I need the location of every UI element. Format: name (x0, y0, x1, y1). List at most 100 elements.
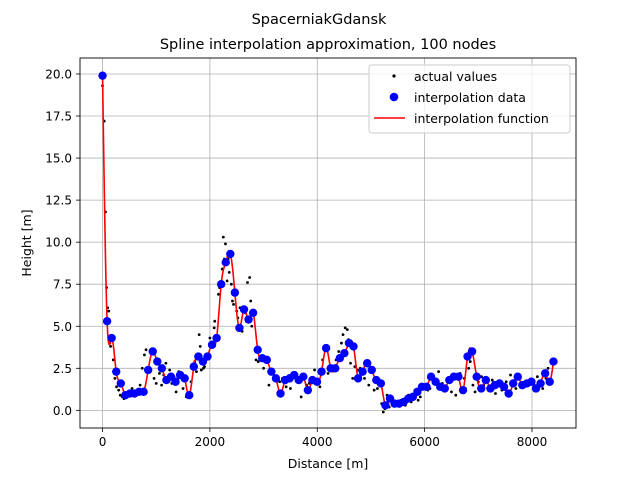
interpolation-node-point (454, 372, 463, 381)
x-tick-label: 2000 (195, 435, 226, 449)
actual-value-point (437, 370, 440, 374)
actual-value-point (418, 395, 422, 399)
actual-value-point (284, 385, 288, 389)
interpolation-node-point (527, 377, 536, 386)
interpolation-node-point (226, 249, 235, 259)
interpolation-node-point (112, 367, 121, 376)
interpolation-node-point (239, 305, 249, 314)
actual-value-point (340, 341, 343, 345)
interpolation-node-point (221, 258, 230, 267)
actual-value-point (107, 309, 111, 313)
actual-value-point (473, 390, 477, 394)
actual-value-point (160, 383, 163, 387)
actual-value-point (416, 398, 420, 402)
legend-marker-actual (392, 74, 396, 78)
actual-value-point (227, 271, 231, 274)
actual-value-point (246, 281, 249, 284)
interpolation-node-point (271, 374, 281, 383)
x-tick-label: 0 (99, 435, 107, 449)
actual-value-point (326, 371, 330, 375)
actual-value-point (158, 371, 161, 375)
interpolation-node-point (472, 372, 481, 381)
y-tick-label: 2.5 (53, 362, 72, 376)
actual-value-point (164, 361, 168, 365)
interpolation-node-point (157, 364, 167, 373)
interpolation-node-point (481, 375, 491, 385)
interpolation-node-point (536, 379, 545, 388)
actual-value-point (143, 353, 146, 357)
interpolation-node-point (212, 333, 221, 343)
actual-value-point (198, 345, 202, 348)
interpolation-node-point (477, 384, 486, 393)
interpolation-node-point (353, 374, 363, 383)
actual-value-point (504, 380, 508, 384)
actual-value-point (267, 383, 271, 387)
interpolation-node-point (312, 377, 322, 386)
actual-value-point (144, 348, 148, 352)
interpolation-node-point (362, 359, 372, 368)
actual-value-point (514, 387, 518, 390)
chart-subtitle: Spline interpolation approximation, 100 … (160, 37, 496, 53)
y-tick-label: 15.0 (45, 152, 72, 166)
legend-label-function: interpolation function (414, 111, 549, 126)
legend-label-nodes: interpolation data (414, 90, 526, 105)
interpolation-node-point (244, 315, 253, 324)
actual-value-point (248, 276, 252, 279)
x-tick-label: 6000 (409, 435, 440, 449)
interpolation-node-point (440, 384, 449, 393)
interpolation-node-point (98, 71, 107, 80)
actual-value-point (130, 387, 134, 390)
y-tick-label: 10.0 (45, 236, 72, 250)
actual-value-point (221, 235, 225, 239)
actual-value-point (363, 376, 366, 380)
actual-value-point (546, 366, 550, 370)
interpolation-node-point (545, 377, 554, 386)
actual-value-point (541, 387, 545, 390)
actual-value-point (168, 368, 172, 372)
actual-value-point (341, 333, 345, 337)
actual-values-series (101, 84, 553, 414)
interpolation-node-point (540, 369, 550, 378)
actual-value-point (232, 302, 235, 306)
actual-value-point (138, 383, 142, 387)
interpolation-node-point (107, 333, 116, 343)
interpolation-node-point (367, 365, 376, 375)
actual-value-point (117, 388, 121, 392)
actual-value-point (509, 373, 512, 377)
interpolation-node-point (153, 357, 162, 366)
actual-value-point (535, 375, 539, 379)
interpolation-node-point (143, 365, 153, 375)
y-tick-label: 20.0 (45, 67, 72, 81)
interpolation-node-point (262, 355, 272, 365)
actual-value-point (343, 326, 347, 330)
y-axis-label: Height [m] (19, 209, 34, 276)
interpolation-node-point (230, 288, 240, 297)
actual-value-point (454, 393, 458, 397)
legend-label-actual: actual values (414, 69, 497, 84)
actual-value-point (490, 378, 494, 382)
y-tick-label: 12.5 (45, 194, 72, 208)
x-axis-label: Distance [m] (288, 456, 369, 471)
actual-value-point (152, 376, 156, 380)
actual-value-point (313, 368, 316, 372)
actual-value-point (250, 324, 254, 328)
interpolation-node-point (349, 342, 358, 351)
interpolation-node-point (185, 391, 194, 400)
actual-value-point (450, 390, 453, 394)
actual-value-point (262, 366, 265, 370)
interpolation-node-point (171, 377, 180, 386)
actual-value-point (372, 388, 376, 392)
actual-value-point (468, 360, 472, 363)
actual-value-point (249, 299, 253, 303)
interpolation-node-point (116, 379, 125, 388)
interpolation-node-point (235, 323, 244, 333)
actual-value-point (113, 376, 117, 380)
interpolation-node-point (267, 367, 276, 376)
interpolation-node-point (499, 382, 509, 391)
x-axis-ticks: 0 2000 4000 6000 8000 (99, 428, 547, 449)
actual-value-point (154, 382, 158, 385)
interpolation-node-point (248, 308, 258, 317)
actual-value-point (337, 350, 341, 353)
interpolation-node-point (381, 401, 390, 410)
interpolation-node-point (102, 317, 112, 326)
